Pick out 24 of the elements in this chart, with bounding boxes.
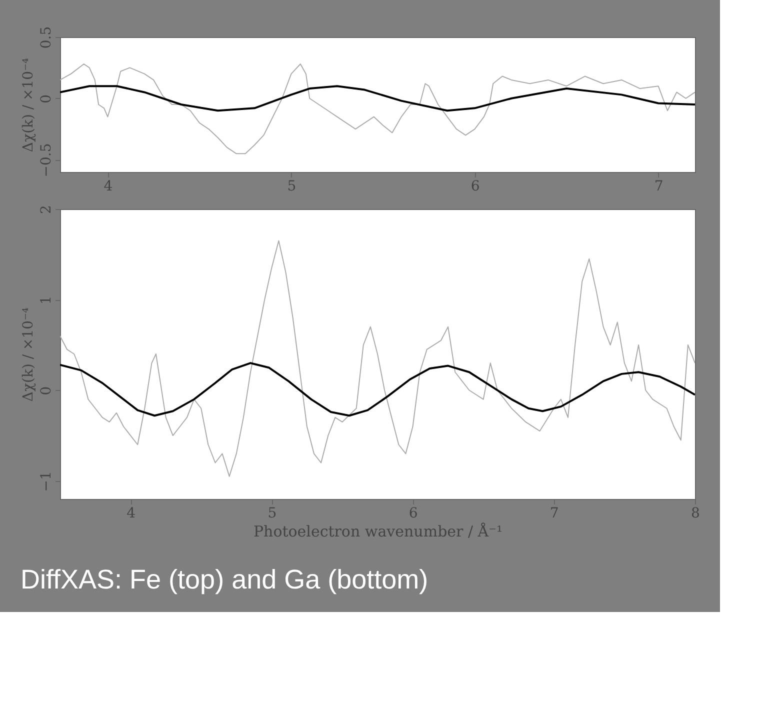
x-tick-label: 4 <box>126 506 136 522</box>
y-tick-label: 0.5 <box>38 26 54 49</box>
x-tick-label: 7 <box>654 178 664 194</box>
x-tick-label: 4 <box>104 178 113 194</box>
x-tick-label: 6 <box>470 178 480 194</box>
y-tick-label: 0 <box>38 94 54 104</box>
y-axis-title: Δχ(k) / ×10⁻⁴ <box>20 58 36 152</box>
y-axis-title: Δχ(k) / ×10⁻⁴ <box>20 307 36 402</box>
text: DiffXAS: Fe (top) and Ga (bottom) <box>20 564 428 594</box>
x-axis-title: Photoelectron wavenumber / Å⁻¹ <box>253 522 503 540</box>
x-tick-label: 5 <box>287 178 296 194</box>
x-tick-label: 8 <box>691 506 700 522</box>
line-series <box>60 362 695 417</box>
y-tick-label: 2 <box>38 205 54 214</box>
x-tick-label: 7 <box>550 506 559 522</box>
line-series <box>60 240 695 477</box>
x-tick-label: 5 <box>268 506 277 522</box>
y-tick-label: −0.5 <box>38 143 54 178</box>
line-series <box>60 85 695 112</box>
y-tick-label: 1 <box>38 296 54 305</box>
x-tick-label: 6 <box>408 506 418 522</box>
line-series <box>60 64 695 154</box>
y-tick-label: 0 <box>38 386 54 396</box>
y-tick-label: −1 <box>38 471 54 492</box>
